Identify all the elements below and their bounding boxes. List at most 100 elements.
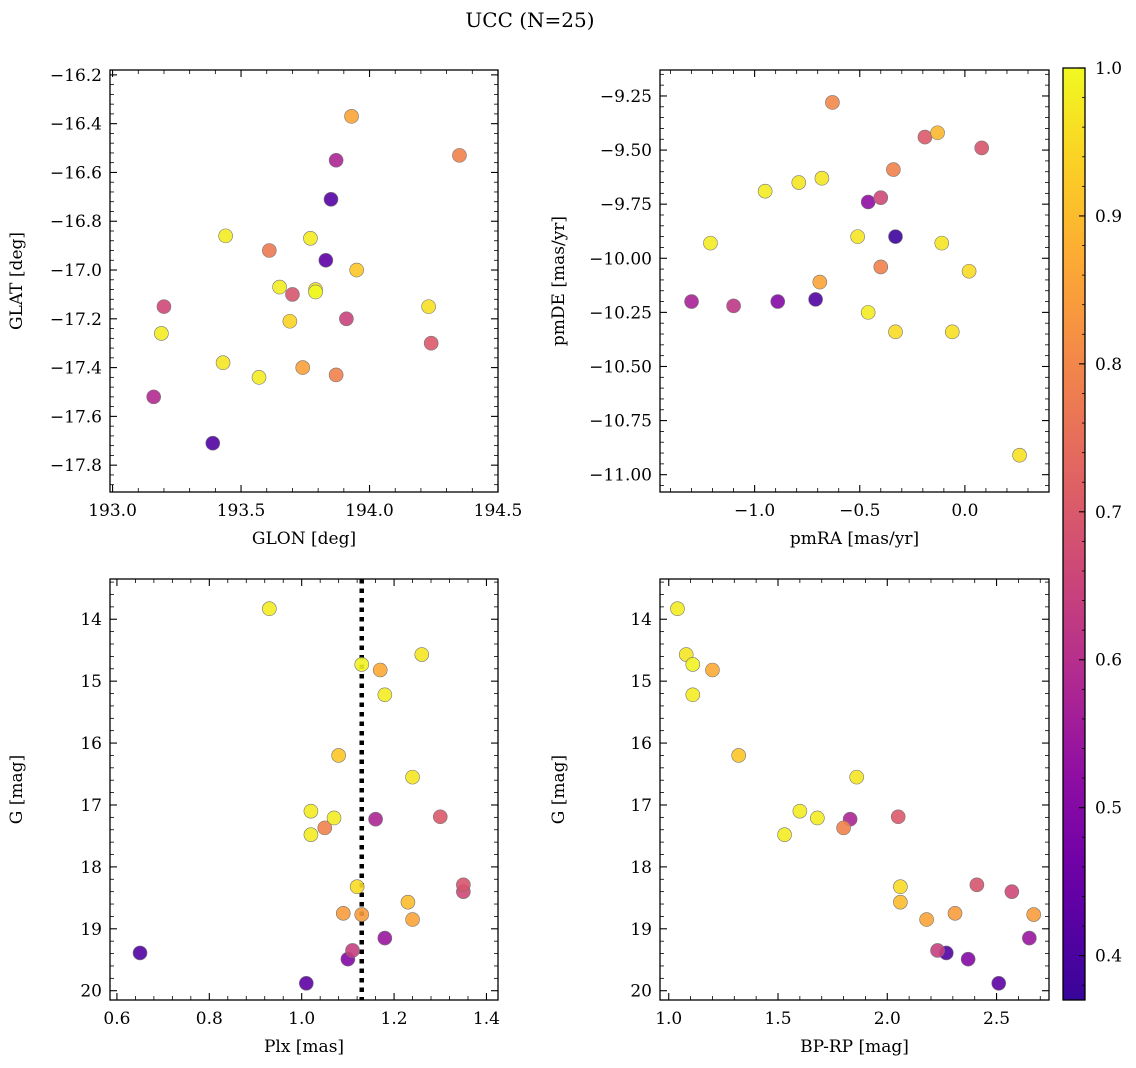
y-tick-label: 18 [630,858,652,878]
colorbar-gradient [1063,68,1085,1000]
colorbar-tick-label: 0.9 [1095,207,1122,227]
y-tick-label: 19 [630,920,652,940]
x-tick-label: 1.5 [764,1009,791,1029]
data-point [349,262,364,278]
data-point [1022,930,1037,946]
data-point [331,748,346,763]
x-tick-label: 194.0 [345,501,394,521]
data-point [251,370,267,385]
data-point [299,975,314,991]
data-point [810,810,825,826]
panel-1: 193.0 193.5 194.0 194.5 −17.8 −17.6 −17.4 −17.2… [7,66,522,549]
data-point [295,360,311,375]
data-point [308,284,323,300]
axes-frame [109,578,499,1001]
y-tick-label: 15 [80,672,102,692]
y-tick-label: −16.2 [50,66,102,86]
data-point [812,274,828,290]
axes-frame [109,69,499,493]
data-point [757,183,773,199]
data-point [205,435,221,451]
colorbar-tick-label: 0.7 [1095,503,1122,523]
data-point [326,810,342,826]
data-point [215,355,231,371]
panel-3: 0.6 0.8 1.0 1.2 1.4 14 15 16 17 18 19 20 Plx [mas] G … [7,578,500,1057]
y-tick-label: 20 [80,982,102,1002]
data-point [1004,884,1020,899]
data-point [400,894,416,910]
y-tick-label: −17.6 [50,407,102,427]
data-point [685,687,701,703]
data-point [452,148,467,163]
data-point [282,313,298,329]
y-tick-label: −16.6 [50,163,102,183]
colorbar-tick-label: 0.5 [1095,799,1122,819]
data-point [349,879,365,895]
x-tick-label: 193.5 [217,501,266,521]
data-point [825,95,840,110]
data-point [377,687,393,703]
y-axis-label: GLAT [deg] [7,232,27,330]
data-point [888,229,903,244]
panel-2: −1.0 −0.5 0.0 −11.00 −10.75 −10.50 −10.25 −10.0… [549,69,1050,549]
data-point [344,109,359,124]
x-tick-label: 0.8 [196,1009,223,1029]
x-tick-label: −1.0 [734,501,775,521]
data-point [405,912,420,927]
data-point [893,894,908,910]
colorbar-tick-label: 0.4 [1095,947,1122,967]
x-axis-label: BP-RP [mag] [800,1037,909,1057]
y-tick-label: 14 [80,610,102,630]
data-point [405,769,420,785]
data-point [146,389,161,405]
y-tick-label: 19 [80,920,102,940]
y-tick-label: −11.00 [589,466,652,486]
x-axis-label: Plx [mas] [264,1037,344,1057]
data-point [685,657,701,672]
y-tick-label: −9.50 [600,141,652,161]
data-point [262,243,277,258]
colorbar: 0.4 0.5 0.6 0.7 0.8 0.9 1.0 [1062,59,1122,1001]
x-tick-label: 2.5 [983,1009,1010,1029]
data-point [318,252,334,268]
data-point [345,943,360,958]
x-tick-label: 194.5 [474,501,523,521]
data-point [684,294,699,309]
panel-4: 1.0 1.5 2.0 2.5 14 15 16 17 18 19 20 BP-RP [mag] G [… [549,578,1050,1057]
data-point [731,748,746,763]
x-tick-label: 2.0 [874,1009,901,1029]
y-tick-label: −16.4 [50,115,102,135]
y-tick-label: −9.75 [600,195,652,215]
data-point [272,279,287,295]
data-point [726,298,741,314]
data-point [432,809,448,825]
x-tick-label: 0.6 [103,1009,130,1029]
y-tick-label: 20 [630,982,652,1002]
y-tick-label: −17.0 [50,261,102,281]
data-point [156,299,172,314]
x-tick-label: 1.2 [381,1009,408,1029]
data-point [969,877,985,893]
data-point [850,229,865,244]
y-tick-label: −10.00 [589,249,652,269]
data-point [670,601,685,617]
data-point [849,769,864,785]
data-point [262,601,277,617]
data-point [944,324,960,340]
y-axis-label: pmDE [mas/yr] [549,216,569,346]
data-point [328,367,344,383]
data-point [303,827,319,842]
data-point [792,803,808,819]
data-point [960,951,976,967]
y-tick-label: −10.25 [589,303,652,323]
y-tick-label: −9.25 [600,87,652,107]
data-point [873,259,889,275]
x-tick-label: 1.0 [288,1009,315,1029]
x-tick-label: −0.5 [839,501,880,521]
colorbar-tick-label: 0.8 [1095,355,1122,375]
data-point [974,140,990,156]
data-point [991,975,1007,991]
x-axis-label: pmRA [mas/yr] [790,529,919,549]
data-point [791,175,807,190]
y-tick-label: 16 [80,734,102,754]
